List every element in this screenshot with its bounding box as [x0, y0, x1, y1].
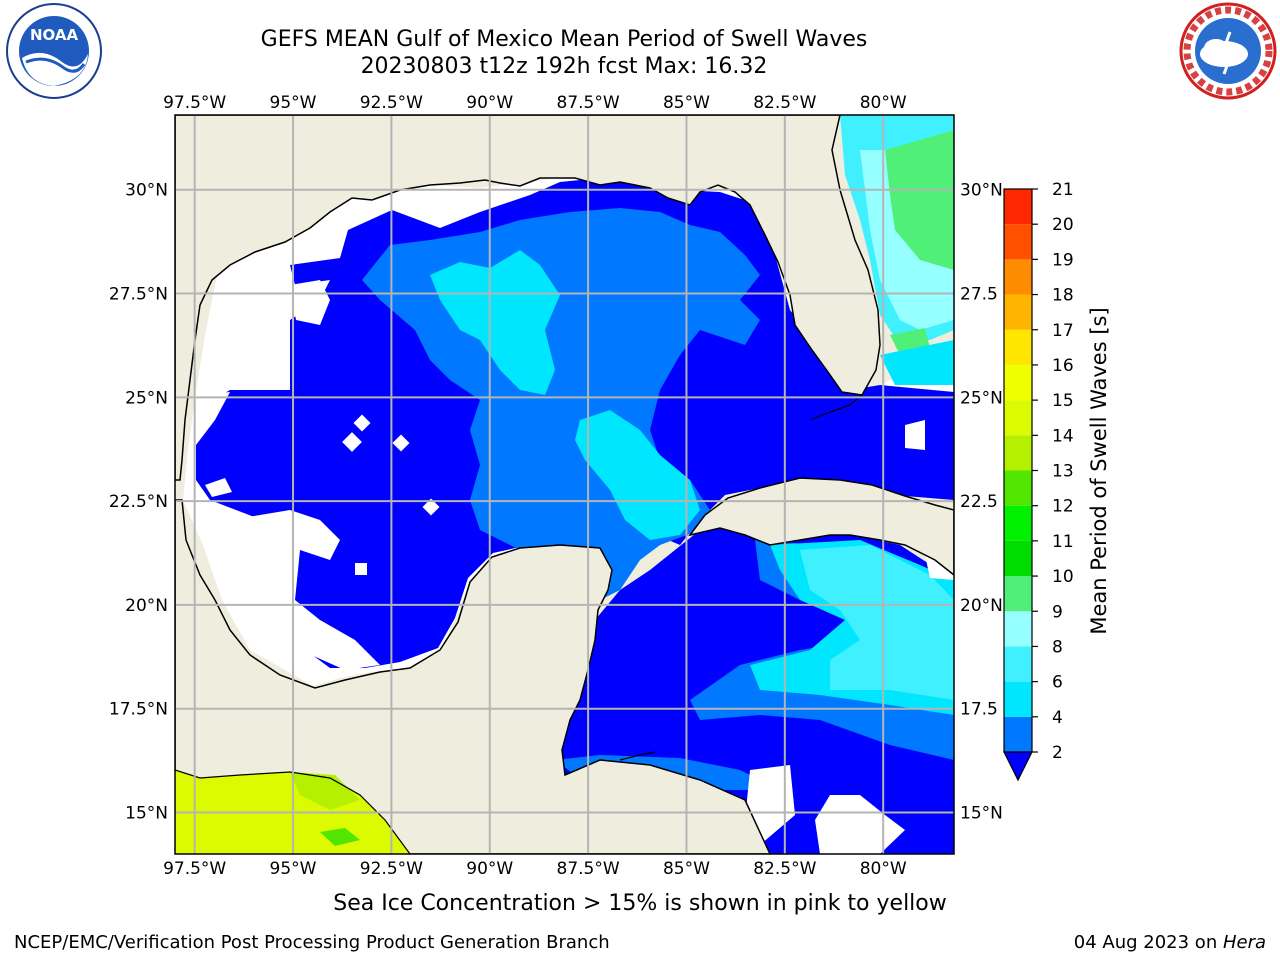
land-us-gulf-coast: [175, 115, 881, 481]
longitude-label-bottom: 90°W: [466, 859, 513, 879]
latitude-ticks: 15°N 15°N 17.5°N 17.5 20°N 20°N 22.5°N 22.5 25°N…: [109, 181, 1003, 824]
colorbar-segment: [1004, 540, 1032, 577]
noaa-logo: NOAA: [6, 3, 102, 99]
longitude-label-bottom: 95°W: [270, 859, 317, 879]
longitude-label-top: 92.5°W: [360, 93, 423, 113]
colorbar-tick-label: 15: [1052, 391, 1074, 411]
colorbar-segment: [1004, 435, 1032, 471]
colorbar-segment: [1004, 505, 1032, 541]
colorbar-tick-label: 16: [1052, 356, 1074, 376]
longitude-label-top: 85°W: [663, 93, 710, 113]
longitude-label-bottom: 82.5°W: [753, 859, 816, 879]
colorbar-tick-label: 4: [1052, 708, 1063, 728]
swell-field-4-6s: [430, 250, 560, 395]
colorbar-segment: [1004, 646, 1032, 682]
latitude-label-right: 30°N: [960, 181, 1003, 201]
colorbar-tick-label: 17: [1052, 321, 1074, 341]
colorbar-label: Mean Period of Swell Waves [s]: [1087, 307, 1111, 634]
colorbar-tick-label: 20: [1052, 215, 1074, 235]
colorbar-segment: [1004, 400, 1032, 436]
latitude-label-right: 17.5: [960, 700, 998, 720]
longitude-ticks: 97.5°W 97.5°W 95°W 95°W 92.5°W 92.5°W 90°W 90°W…: [163, 93, 907, 879]
colorbar-segment: [1004, 224, 1032, 260]
colorbar-tick-label: 21: [1052, 180, 1074, 200]
map-frame: [174, 114, 955, 855]
longitude-label-top: 97.5°W: [163, 93, 226, 113]
latitude-label-left: 25°N: [125, 388, 168, 408]
longitude-label-bottom: 87.5°W: [557, 859, 620, 879]
svg-text:NOAA: NOAA: [30, 26, 79, 44]
longitude-label-bottom: 97.5°W: [163, 859, 226, 879]
colorbar-tick-label: 2: [1052, 743, 1063, 763]
latitude-label-right: 27.5: [960, 285, 998, 305]
colorbar: 2 4 6 8 9 10 11 12 13 14 15 16 17 18 19 20 21: [1003, 180, 1074, 782]
colorbar-tick-label: 19: [1052, 250, 1074, 270]
longitude-label-top: 87.5°W: [557, 93, 620, 113]
colorbar-tick-label: 10: [1052, 567, 1074, 587]
longitude-label-bottom: 92.5°W: [360, 859, 423, 879]
map-subtitle: 20230803 t12z 192h fcst Max: 16.32: [360, 54, 768, 79]
latitude-label-left: 17.5°N: [109, 700, 168, 720]
longitude-label-top: 90°W: [466, 93, 513, 113]
atlantic-swell-9-10s: [885, 130, 954, 270]
colorbar-segment: [1004, 716, 1032, 752]
colorbar-segment: [1004, 329, 1032, 365]
footer-host: Hera: [1222, 932, 1266, 953]
colorbar-segment: [1004, 576, 1032, 612]
colorbar-tick-label: 8: [1052, 637, 1063, 657]
colorbar-under-extension: [1003, 751, 1033, 782]
colorbar-tick-label: 11: [1052, 532, 1074, 552]
map-title: GEFS MEAN Gulf of Mexico Mean Period of …: [260, 27, 868, 52]
colorbar-tick-label: 6: [1052, 673, 1063, 693]
latitude-label-left: 22.5°N: [109, 492, 168, 512]
colorbar-tick-label: 14: [1052, 426, 1074, 446]
latitude-label-left: 15°N: [125, 803, 168, 823]
colorbar-segment: [1004, 470, 1032, 506]
land-mexico: [175, 499, 771, 854]
longitude-label-top: 95°W: [270, 93, 317, 113]
colorbar-segment: [1004, 364, 1032, 401]
national-weather-service-logo: [1179, 2, 1277, 100]
latitude-label-right: 15°N: [960, 803, 1003, 823]
latitude-label-right: 22.5: [960, 492, 998, 512]
colorbar-tick-label: 18: [1052, 286, 1074, 306]
footer-date-text: 04 Aug 2023 on: [1073, 932, 1223, 953]
colorbar-segment: [1004, 294, 1032, 330]
colorbar-segment: [1004, 259, 1032, 295]
colorbar-segment: [1004, 189, 1032, 225]
latitude-label-left: 20°N: [125, 596, 168, 616]
colorbar-tick-label: 13: [1052, 462, 1074, 482]
colorbar-segment: [1004, 681, 1032, 717]
colorbar-segment: [1004, 611, 1032, 647]
latitude-label-left: 27.5°N: [109, 285, 168, 305]
colorbar-tick-label: 9: [1052, 602, 1063, 622]
longitude-label-top: 80°W: [860, 93, 907, 113]
latitude-label-right: 20°N: [960, 596, 1003, 616]
footer-credit: NCEP/EMC/Verification Post Processing Pr…: [14, 932, 610, 953]
latitude-label-left: 30°N: [125, 181, 168, 201]
longitude-label-top: 82.5°W: [753, 93, 816, 113]
longitude-label-bottom: 85°W: [663, 859, 710, 879]
footer-date: 04 Aug 2023 on Hera: [1074, 932, 1266, 953]
caption: Sea Ice Concentration > 15% is shown in …: [333, 891, 947, 916]
latitude-label-right: 25°N: [960, 388, 1003, 408]
longitude-label-bottom: 80°W: [860, 859, 907, 879]
gridlines: [175, 115, 954, 854]
land-cuba: [688, 477, 954, 576]
colorbar-tick-label: 12: [1052, 497, 1074, 517]
